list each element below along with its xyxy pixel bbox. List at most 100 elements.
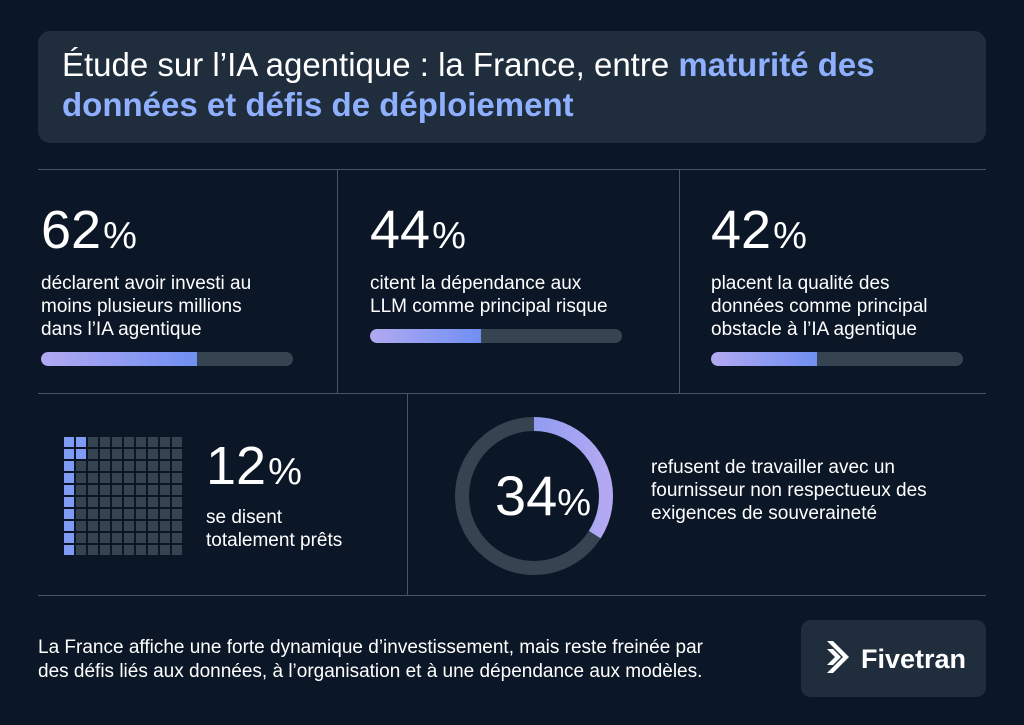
grid-square: [100, 437, 110, 447]
grid-square: [148, 521, 158, 531]
grid-square: [136, 521, 146, 531]
grid-square: [160, 533, 170, 543]
grid-square: [64, 473, 74, 483]
grid-square: [148, 473, 158, 483]
grid-square: [112, 497, 122, 507]
grid-square: [100, 449, 110, 459]
stat-investment: 62% déclarent avoir investi au moins plu…: [41, 202, 251, 341]
grid-square: [160, 437, 170, 447]
sovereignty-donut-chart: [455, 417, 613, 575]
donut-arc: [455, 417, 613, 575]
grid-square: [136, 533, 146, 543]
grid-square: [64, 533, 74, 543]
grid-square: [124, 509, 134, 519]
grid-square: [112, 521, 122, 531]
grid-square: [160, 485, 170, 495]
grid-square: [124, 461, 134, 471]
stat-readiness: 12% se disent totalement prêts: [206, 438, 342, 552]
progress-fill: [41, 352, 198, 366]
grid-square: [124, 473, 134, 483]
stat-data-quality: 42% placent la qualité des données comme…: [711, 202, 928, 341]
stat-description: déclarent avoir investi au moins plusieu…: [41, 273, 252, 340]
grid-square: [64, 485, 74, 495]
stat-sovereignty-description: refusent de travailler avec un fournisse…: [651, 457, 927, 524]
grid-square: [64, 437, 74, 447]
grid-square: [172, 461, 182, 471]
grid-square: [124, 533, 134, 543]
grid-square: [124, 545, 134, 555]
grid-square: [136, 545, 146, 555]
grid-square: [172, 521, 182, 531]
grid-square: [76, 437, 86, 447]
grid-square: [136, 485, 146, 495]
stat-description: placent la qualité des données comme pri…: [711, 273, 928, 340]
readiness-square-grid: [64, 437, 182, 555]
grid-square: [76, 497, 86, 507]
grid-square: [88, 509, 98, 519]
grid-square: [88, 497, 98, 507]
grid-square: [136, 437, 146, 447]
grid-square: [88, 437, 98, 447]
grid-square: [76, 521, 86, 531]
progress-fill: [711, 352, 817, 366]
grid-square: [112, 485, 122, 495]
grid-square: [100, 533, 110, 543]
grid-square: [160, 461, 170, 471]
grid-square: [136, 449, 146, 459]
grid-square: [172, 485, 182, 495]
grid-square: [148, 509, 158, 519]
grid-square: [160, 473, 170, 483]
grid-square: [76, 545, 86, 555]
progress-bar-llm-dependency: [370, 329, 622, 343]
grid-square: [160, 545, 170, 555]
divider-col-2: [679, 169, 680, 393]
stat-llm-dependency: 44% citent la dépendance aux LLM comme p…: [370, 202, 608, 318]
grid-square: [136, 509, 146, 519]
stat-value: 42%: [711, 200, 807, 260]
grid-square: [160, 449, 170, 459]
grid-square: [172, 533, 182, 543]
grid-square: [112, 449, 122, 459]
grid-square: [112, 509, 122, 519]
stat-description: citent la dépendance aux LLM comme princ…: [370, 273, 608, 317]
grid-square: [100, 521, 110, 531]
grid-square: [124, 521, 134, 531]
grid-square: [64, 509, 74, 519]
grid-square: [88, 485, 98, 495]
footer-summary: La France affiche une forte dynamique d’…: [38, 637, 703, 682]
page-title-highlight: maturité des données et défis de déploie…: [62, 46, 875, 123]
grid-square: [172, 545, 182, 555]
progress-fill: [370, 329, 481, 343]
progress-bar-investment: [41, 352, 293, 366]
stat-value: 44%: [370, 200, 466, 260]
stat-value: 62%: [41, 200, 137, 260]
grid-square: [100, 461, 110, 471]
brand-logo-box: Fivetran: [801, 620, 986, 697]
grid-square: [100, 509, 110, 519]
brand-name: Fivetran: [861, 644, 967, 674]
grid-square: [136, 473, 146, 483]
grid-square: [112, 533, 122, 543]
grid-square: [88, 545, 98, 555]
progress-bar-data-quality: [711, 352, 963, 366]
stat-description: se disent totalement prêts: [206, 507, 343, 551]
donut-value: 34%: [494, 464, 592, 527]
grid-square: [88, 533, 98, 543]
grid-square: [124, 449, 134, 459]
grid-square: [100, 545, 110, 555]
divider-col-1: [337, 169, 338, 393]
title-banner: Étude sur l’IA agentique : la France, en…: [38, 31, 986, 143]
grid-square: [172, 473, 182, 483]
grid-square: [88, 449, 98, 459]
grid-square: [76, 473, 86, 483]
grid-square: [64, 545, 74, 555]
grid-square: [136, 461, 146, 471]
grid-square: [64, 497, 74, 507]
divider-bottom: [38, 595, 986, 596]
divider-col-3: [407, 393, 408, 595]
fivetran-logo-icon: [827, 641, 849, 673]
grid-square: [88, 521, 98, 531]
stat-value: 12%: [206, 436, 302, 496]
grid-square: [112, 473, 122, 483]
grid-square: [160, 509, 170, 519]
